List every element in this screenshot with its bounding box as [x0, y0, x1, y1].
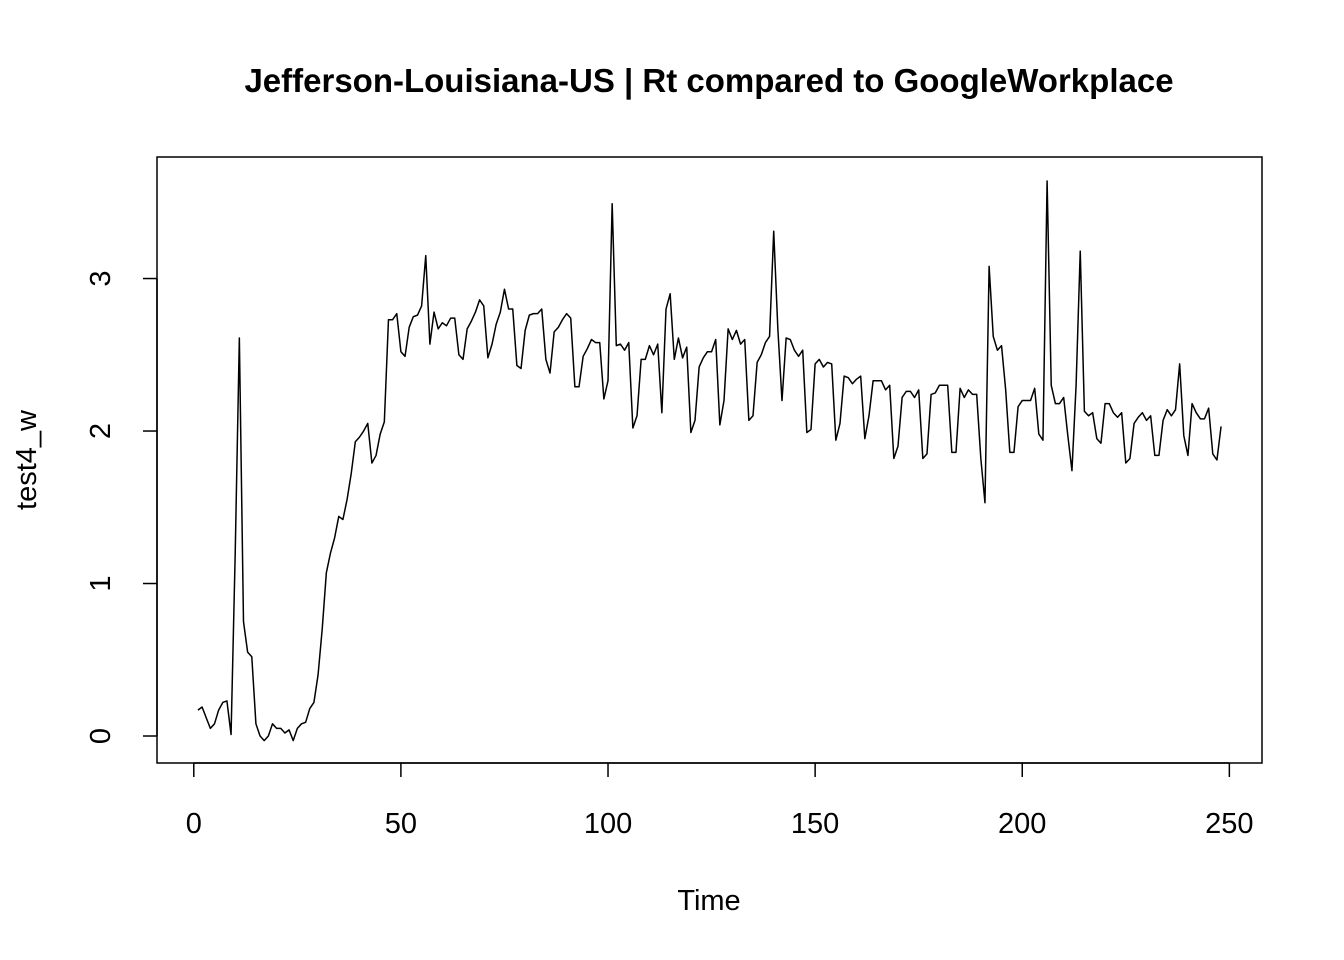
- y-tick-label: 1: [85, 575, 117, 591]
- y-tick-label: 3: [85, 270, 117, 286]
- plot-box: [156, 156, 1263, 764]
- chart-title: Jefferson-Louisiana-US | Rt compared to …: [244, 62, 1173, 99]
- data-line: [197, 180, 1222, 742]
- x-tick-label: 50: [385, 808, 417, 840]
- x-tick-label: 150: [791, 808, 839, 840]
- y-axis-label: test4_w: [11, 409, 43, 510]
- x-tick-label: 200: [998, 808, 1046, 840]
- y-tick-label: 0: [85, 728, 117, 744]
- x-tick-label: 0: [186, 808, 202, 840]
- x-tick-label: 100: [584, 808, 632, 840]
- y-tick-label: 2: [85, 423, 117, 439]
- x-tick-label: 250: [1205, 808, 1253, 840]
- x-axis-label: Time: [677, 885, 740, 917]
